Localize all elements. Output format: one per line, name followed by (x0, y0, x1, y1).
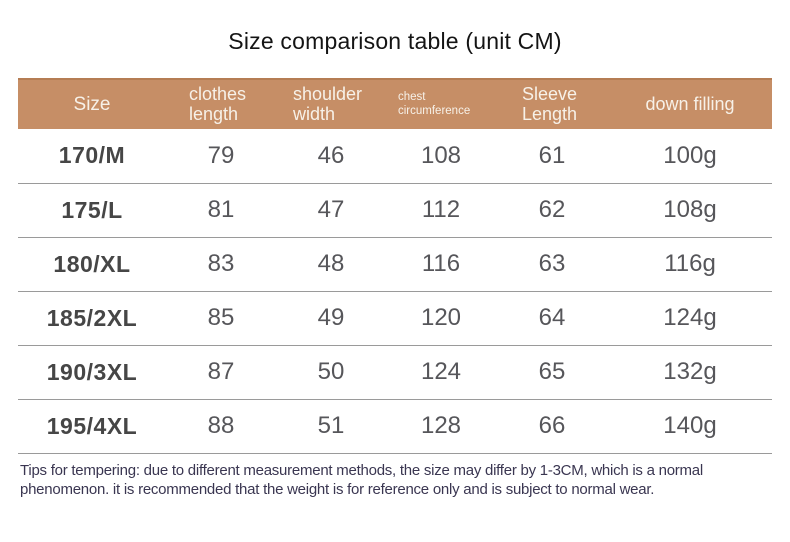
column-header-shoulder-width: shoulder width (276, 78, 386, 129)
page-title: Size comparison table (unit CM) (228, 28, 562, 54)
size-cell: 195/4XL (18, 399, 166, 454)
column-header-size: Size (18, 78, 166, 129)
column-header-clothes-length: clothes length (166, 78, 276, 129)
column-header-label: shoulder width (293, 83, 363, 125)
value-cell: 140g (608, 399, 772, 454)
column-header-sleeve-length: Sleeve Length (496, 78, 608, 129)
size-comparison-table: Size clothes length shoulder width chest… (18, 78, 772, 454)
value-cell: 50 (276, 345, 386, 400)
value-cell: 81 (166, 183, 276, 238)
column-header-label: down filling (645, 94, 735, 114)
size-cell: 175/L (18, 183, 166, 238)
value-cell: 79 (166, 129, 276, 184)
size-cell: 190/3XL (18, 345, 166, 400)
value-cell: 120 (386, 291, 496, 346)
table-row: 190/3XL 87 50 124 65 132g (18, 345, 772, 400)
value-cell: 132g (608, 345, 772, 400)
value-cell: 61 (496, 129, 608, 184)
table-row: 175/L 81 47 112 62 108g (18, 183, 772, 238)
column-header-chest-circumference: chest circumference (386, 78, 496, 129)
value-cell: 63 (496, 237, 608, 292)
value-cell: 65 (496, 345, 608, 400)
column-header-down-filling: down filling (608, 78, 772, 129)
column-header-label: Sleeve Length (522, 83, 578, 125)
column-header-label: Size (73, 93, 111, 115)
size-cell: 185/2XL (18, 291, 166, 346)
size-table-body: 170/M 79 46 108 61 100g 175/L 81 47 112 62 108g 180/… (18, 129, 772, 454)
value-cell: 85 (166, 291, 276, 346)
value-cell: 66 (496, 399, 608, 454)
column-header-label: clothes length (189, 83, 247, 125)
value-cell: 62 (496, 183, 608, 238)
size-cell: 180/XL (18, 237, 166, 292)
value-cell: 48 (276, 237, 386, 292)
size-cell: 170/M (18, 129, 166, 184)
value-cell: 87 (166, 345, 276, 400)
table-header-row: Size clothes length shoulder width chest… (18, 78, 772, 129)
value-cell: 128 (386, 399, 496, 454)
tips-note: Tips for tempering: due to different mea… (20, 462, 703, 498)
value-cell: 108 (386, 129, 496, 184)
value-cell: 49 (276, 291, 386, 346)
value-cell: 83 (166, 237, 276, 292)
value-cell: 64 (496, 291, 608, 346)
value-cell: 47 (276, 183, 386, 238)
value-cell: 100g (608, 129, 772, 184)
value-cell: 88 (166, 399, 276, 454)
value-cell: 51 (276, 399, 386, 454)
value-cell: 112 (386, 183, 496, 238)
table-row: 195/4XL 88 51 128 66 140g (18, 399, 772, 454)
value-cell: 116 (386, 237, 496, 292)
value-cell: 124g (608, 291, 772, 346)
value-cell: 46 (276, 129, 386, 184)
value-cell: 108g (608, 183, 772, 238)
value-cell: 116g (608, 237, 772, 292)
table-row: 180/XL 83 48 116 63 116g (18, 237, 772, 292)
table-row: 170/M 79 46 108 61 100g (18, 129, 772, 184)
table-row: 185/2XL 85 49 120 64 124g (18, 291, 772, 346)
column-header-label: chest circumference (398, 90, 471, 118)
value-cell: 124 (386, 345, 496, 400)
